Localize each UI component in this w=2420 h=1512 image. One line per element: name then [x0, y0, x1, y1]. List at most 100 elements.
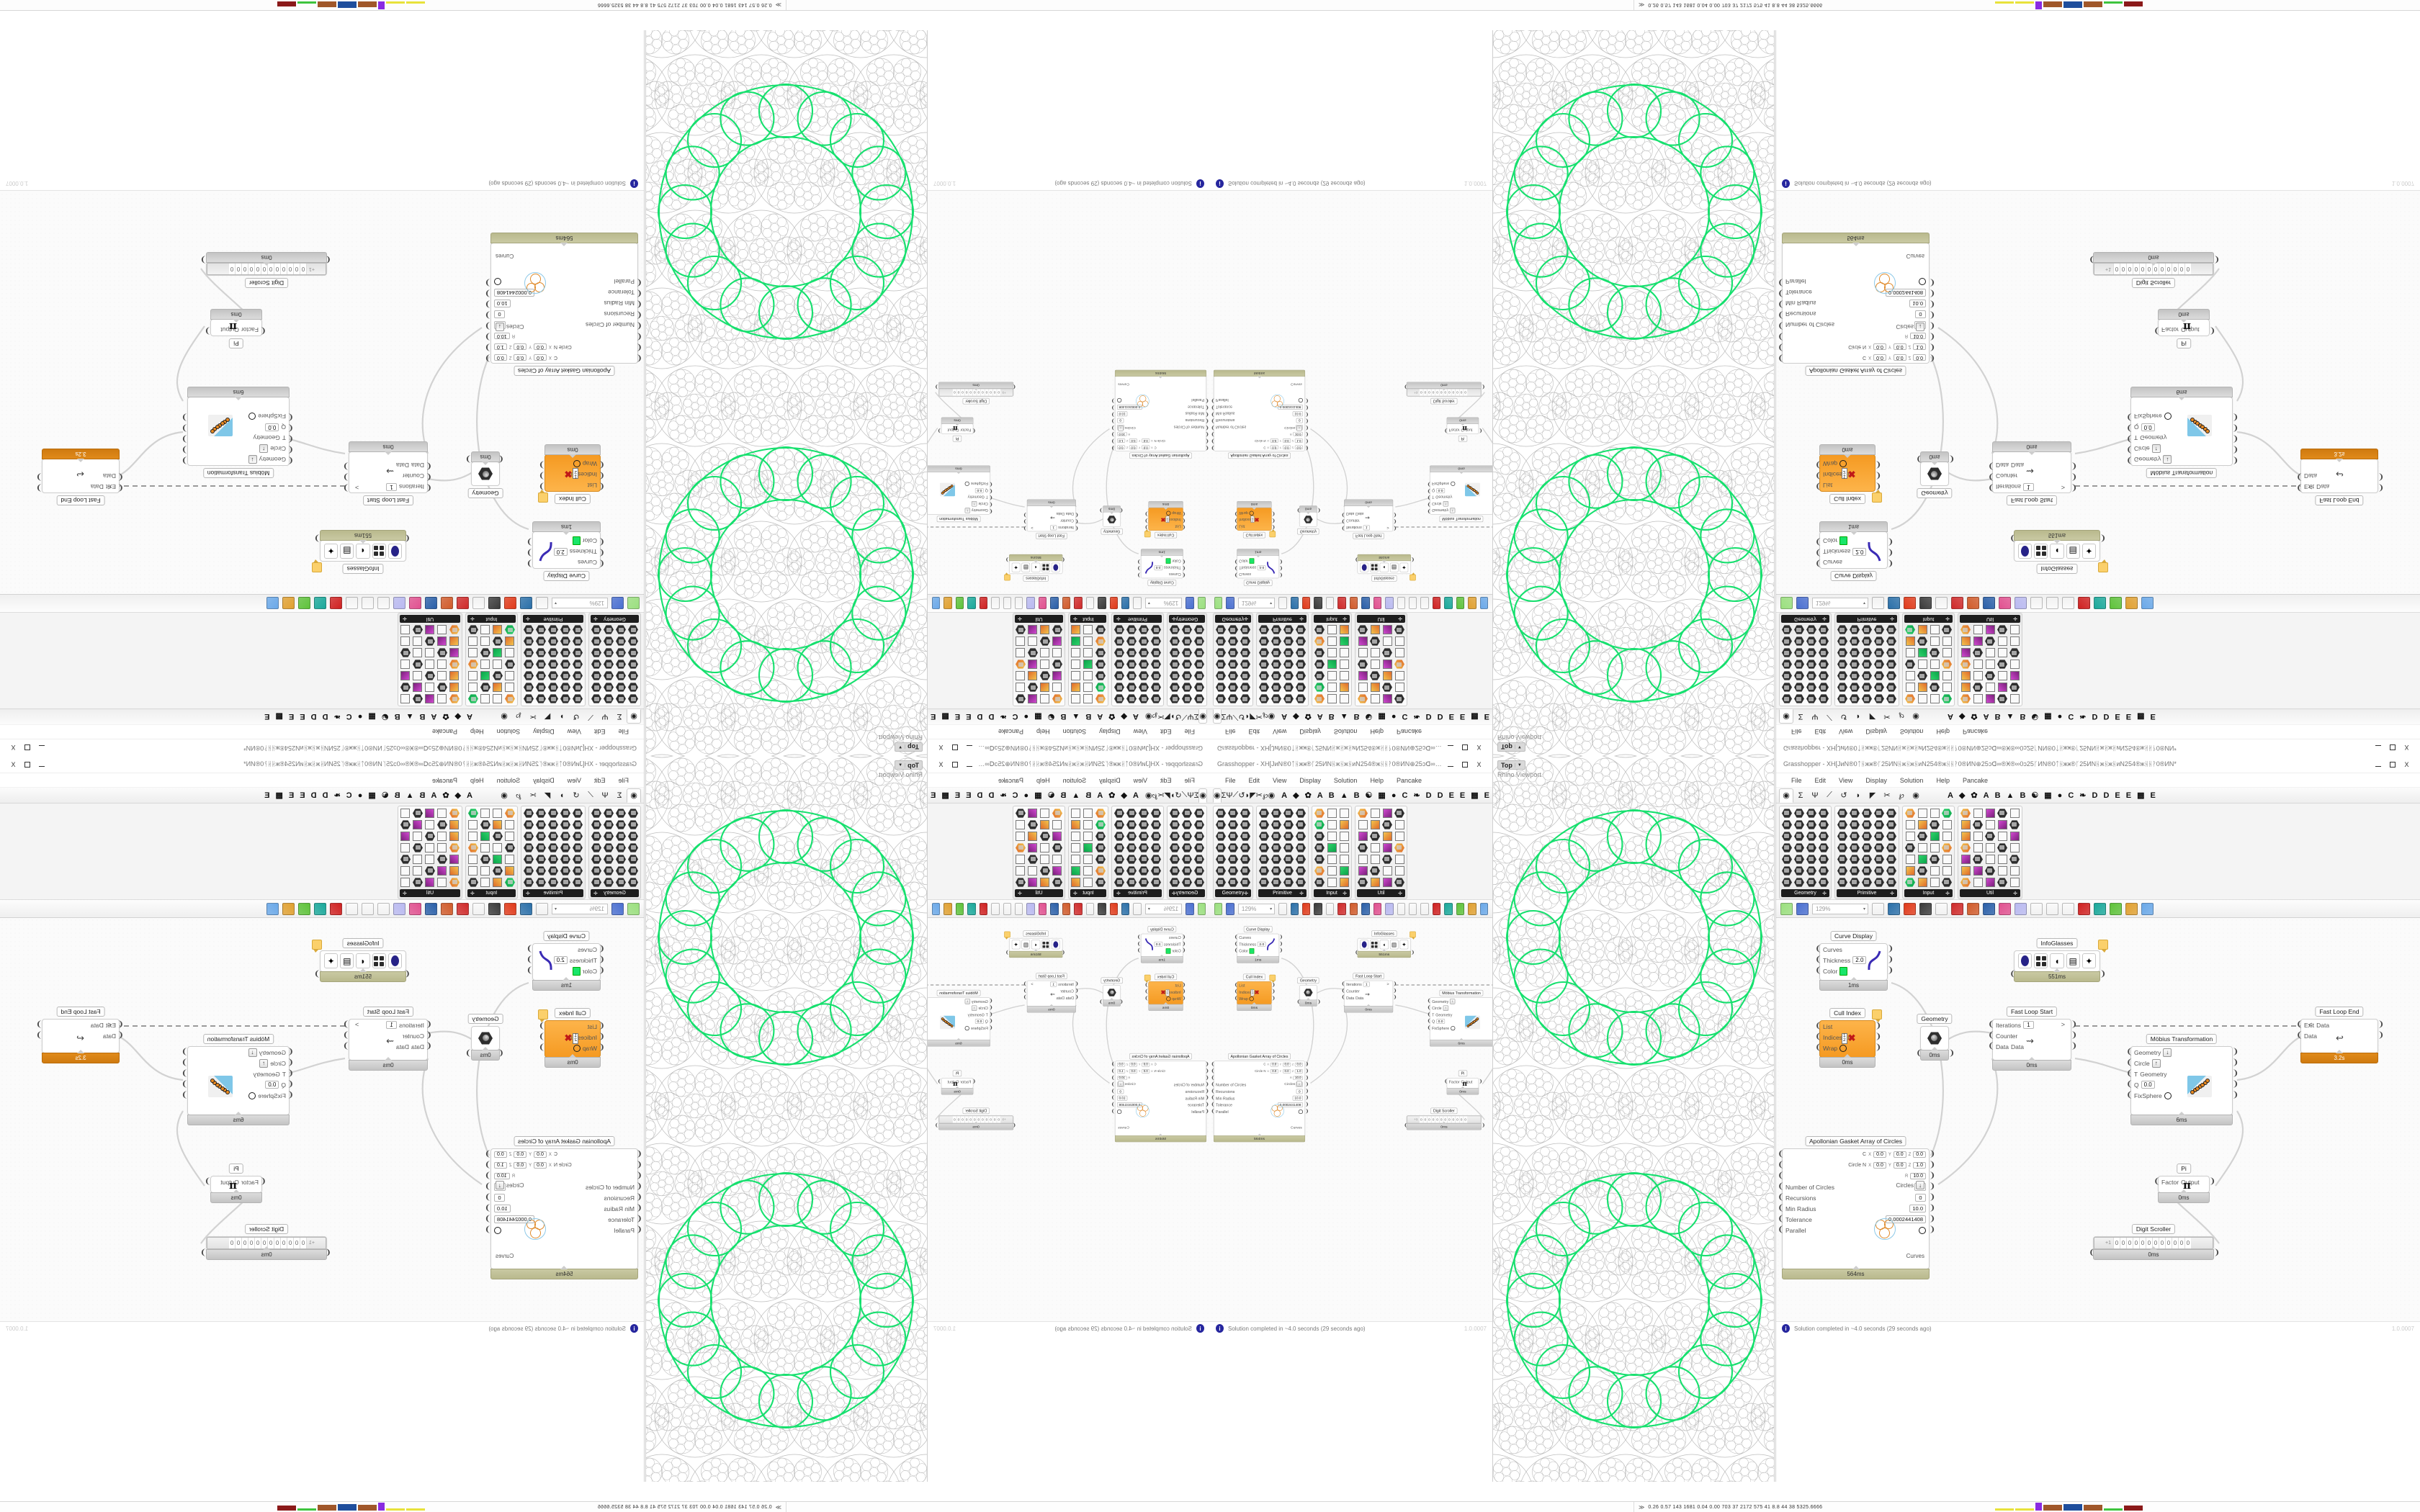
param-row[interactable]: C X 0.0 Y 0.0 Z 0.0 ❨ ❩	[1111, 1061, 1209, 1068]
param-port[interactable]: ❨	[635, 1150, 642, 1158]
ribbon-group-label-1[interactable]: ◆	[1293, 712, 1299, 721]
flame-icon[interactable]	[1302, 902, 1311, 915]
shade3-icon[interactable]	[330, 902, 342, 915]
palette-component-icon[interactable]	[1326, 647, 1337, 658]
param-value-input[interactable]: 10.0	[1293, 431, 1303, 436]
digit-cell[interactable]: 0	[1427, 1116, 1431, 1123]
minimize-button[interactable]	[2373, 743, 2383, 752]
save-icon[interactable]	[1226, 597, 1234, 610]
ribbon-group-label-10[interactable]: C	[346, 791, 352, 800]
param-row[interactable]: Parallel ❨ ❩	[1211, 1108, 1309, 1115]
param-port[interactable]: ❨	[425, 1042, 432, 1050]
palette-component-icon[interactable]	[1381, 819, 1393, 830]
param-port[interactable]: ❨	[598, 1022, 605, 1030]
menubar-main[interactable]: File Edit View Display Solution Help Pancake	[0, 773, 644, 788]
param-port[interactable]: ❩	[1111, 1075, 1116, 1081]
stack-icon[interactable]: ▤	[340, 544, 354, 559]
palette-component-icon[interactable]	[412, 659, 424, 670]
gh-component-pi[interactable]: Pi Factor Output ❨ ❩ π 0ms	[2154, 1164, 2215, 1203]
connection-wire[interactable]	[1937, 1058, 1999, 1185]
shade3-icon[interactable]	[2078, 902, 2090, 915]
view4-icon[interactable]	[931, 597, 941, 610]
profiler-icon[interactable]	[1919, 902, 1932, 915]
param-port[interactable]: ❨	[1778, 321, 1785, 330]
palette-component-icon[interactable]	[1138, 854, 1150, 865]
param-port[interactable]: ❨	[1181, 941, 1186, 947]
palette-component-icon[interactable]	[1984, 636, 1996, 647]
gh-component-fast-loop-end[interactable]: Fast Loop End < Exit Data ❨ ❩ Data ❨ ❩ ↩ 3.2s	[36, 449, 124, 505]
digit-cell[interactable]: 0	[2184, 1238, 2191, 1248]
digit-cell[interactable]: 0	[2159, 264, 2165, 274]
param-port[interactable]: ❨	[1815, 537, 1822, 546]
palette-component-icon[interactable]	[1929, 819, 1940, 830]
palette-component-icon[interactable]	[1126, 842, 1137, 853]
palette-component-icon[interactable]	[1227, 636, 1239, 647]
palette-component-icon[interactable]	[1095, 842, 1106, 853]
param-port[interactable]: ❩	[35, 483, 42, 492]
ribbon-tab-1[interactable]: Σ	[1798, 712, 1803, 721]
palette-component-icon[interactable]	[1381, 831, 1393, 842]
palette-component-icon[interactable]	[1338, 647, 1350, 658]
ribbon-tab-5[interactable]: ◗	[1245, 712, 1250, 721]
param-port[interactable]: ❩	[484, 1182, 491, 1191]
palette-component-icon[interactable]	[1861, 865, 1873, 876]
param-port[interactable]: ❩	[342, 462, 349, 470]
param-row[interactable]: List ❨ ❩	[1234, 982, 1275, 989]
palette-expand-icon[interactable]: ✛	[1116, 891, 1121, 896]
connection-wire[interactable]	[1937, 327, 1999, 454]
palette-component-icon[interactable]	[603, 670, 614, 681]
param-value-input[interactable]: 2.0	[1852, 956, 1867, 964]
ribbon-group-label-10[interactable]: C	[1012, 791, 1018, 800]
component-body[interactable]: > Iterations 1 ❨ ❩ Counter ❨ ❩ Data Data ❨ ❩ ⇝	[1023, 505, 1079, 532]
palette-component-icon[interactable]	[1070, 854, 1082, 865]
canvas-content[interactable]: Curve Display Curves ❨ ❩ Thickness 2.0 ❨ ❩ Color…	[1210, 918, 1492, 1168]
component-output-circles[interactable]: Circles ↓	[1896, 323, 1924, 331]
gh-component-apollonian-gasket-array-of-circles[interactable]: Apollonian Gasket Array of Circles C X 0.0 Y…	[1778, 1136, 1935, 1279]
digit-cell[interactable]: 0	[1435, 1116, 1440, 1123]
param-value-input[interactable]: 0	[1296, 418, 1303, 423]
digit-cell[interactable]: 0	[969, 389, 973, 396]
palette-component-icon[interactable]	[1972, 808, 1984, 819]
param-row[interactable]: Parallel ❨ ❩	[1778, 276, 1935, 287]
palette-component-icon[interactable]	[400, 693, 411, 704]
rhino-viewport[interactable]: Top ▼ Rhino Viewport	[1492, 756, 1775, 1482]
view3-icon[interactable]	[2125, 902, 2138, 915]
ribbon-tab-8[interactable]: ℘	[1152, 712, 1158, 721]
gh-component-geometry[interactable]: Geometry❨❩0ms	[1916, 1014, 1955, 1061]
param-row[interactable]: Recursions 0 ❨ ❩	[1111, 417, 1209, 423]
palette-component-icon[interactable]	[1873, 647, 1885, 658]
palette-component-icon[interactable]	[523, 819, 534, 830]
palette-component-icon[interactable]	[1113, 808, 1125, 819]
arrow-down-icon[interactable]: ↓	[2163, 455, 2172, 464]
param-port[interactable]: ❨	[1815, 482, 1822, 490]
ribbon-group-label-3[interactable]: A	[1983, 791, 1989, 800]
palette-geometry[interactable]: Geometry ✛	[1213, 806, 1253, 899]
grid-icon[interactable]	[2034, 544, 2048, 559]
palette-component-icon[interactable]	[492, 819, 503, 830]
palette-component-icon[interactable]	[1326, 819, 1337, 830]
ribbon-group-label-6[interactable]: B	[394, 791, 400, 800]
component-body[interactable]: C X 0.0 Y 0.0 Z 0.0 ❨ ❩ Circle N X 0.0 Y 0.0 Z 1.0 ❨ ❩ R 10…	[485, 1148, 642, 1269]
palette-component-icon[interactable]	[572, 636, 583, 647]
help-icon[interactable]	[409, 902, 421, 915]
palette-component-icon[interactable]	[1039, 877, 1051, 888]
chevron-down-icon[interactable]: ▾	[1863, 906, 1865, 912]
param-port[interactable]: ❩	[1929, 1150, 1936, 1158]
menu-item-file[interactable]: File	[1225, 728, 1236, 736]
list-icon[interactable]	[387, 544, 402, 559]
param-port[interactable]: ❨	[1205, 1068, 1209, 1074]
digit-cell[interactable]: 0	[274, 264, 281, 274]
param-port[interactable]: ❩	[2232, 434, 2239, 443]
palette-component-icon[interactable]	[1984, 854, 1996, 865]
open-file-icon[interactable]	[1197, 902, 1206, 915]
param-port[interactable]: ❨	[1211, 425, 1215, 431]
shade1-icon[interactable]	[362, 597, 374, 610]
palette-input[interactable]: Input ✛	[465, 806, 518, 899]
palette-geometry[interactable]: Geometry ✛	[588, 806, 641, 899]
ribbon-group-label-11[interactable]: ❧	[1413, 791, 1420, 800]
gh-component-mobius-transformation[interactable]: Möbius TransformationGeometry↓❨❩Circle↑❨…	[1427, 989, 1492, 1047]
menu-item-solution[interactable]: Solution	[1899, 728, 1924, 736]
palette-component-icon[interactable]	[1886, 808, 1897, 819]
view3-icon[interactable]	[944, 902, 952, 915]
